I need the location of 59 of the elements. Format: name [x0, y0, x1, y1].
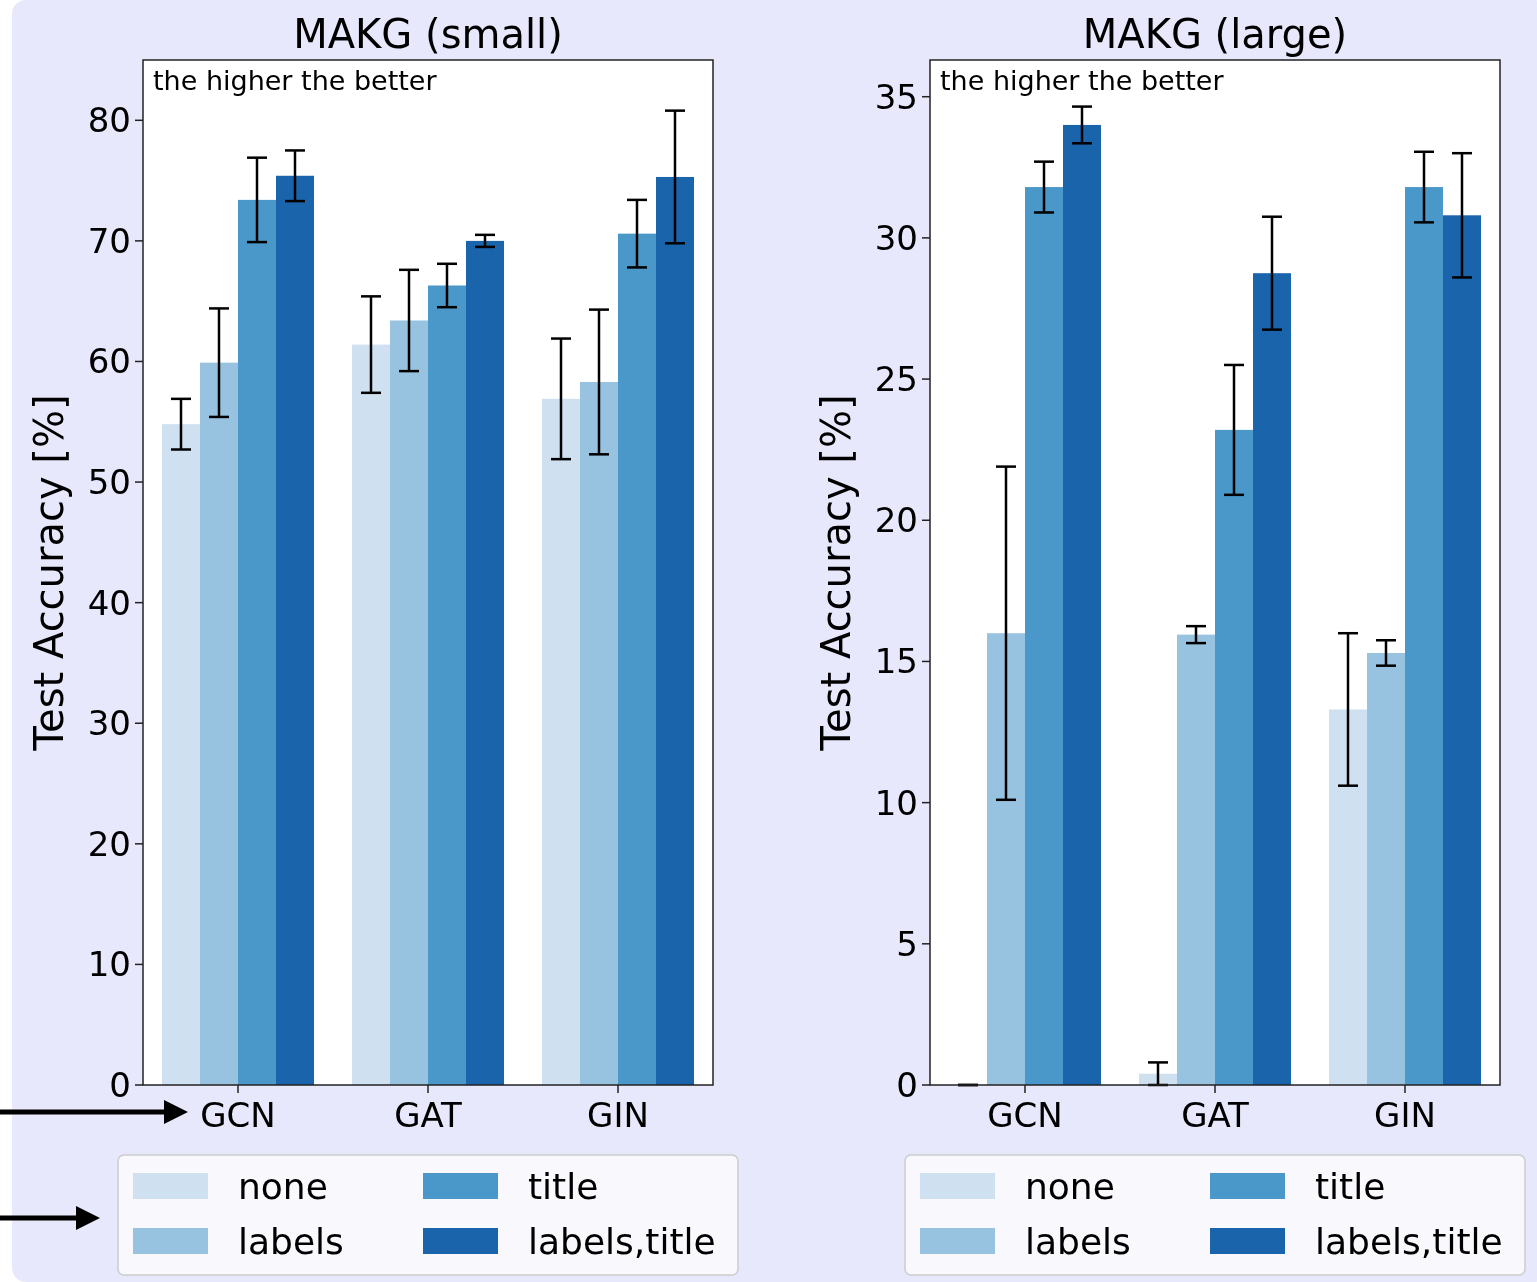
bar: [1025, 187, 1063, 1085]
y-tick-label: 30: [87, 703, 131, 744]
bar: [276, 175, 314, 1085]
bar: [1329, 709, 1367, 1085]
y-tick-label: 20: [874, 500, 918, 541]
bar: [618, 233, 656, 1085]
x-tick-label: GIN: [1374, 1095, 1436, 1135]
legend-label: labels: [238, 1220, 344, 1262]
y-axis-title: Test Accuracy [%]: [26, 394, 72, 752]
y-tick-label: 30: [874, 217, 918, 258]
y-tick-label: 5: [896, 923, 918, 964]
legend-label: labels: [1025, 1220, 1131, 1262]
y-tick-label: 15: [874, 641, 918, 682]
legend-label: title: [1315, 1165, 1386, 1207]
bar: [466, 240, 504, 1085]
bar: [390, 320, 428, 1085]
x-tick-label: GIN: [587, 1095, 649, 1135]
y-tick-label: 0: [109, 1064, 131, 1105]
x-tick-label: GCN: [200, 1095, 276, 1135]
bar: [352, 344, 390, 1085]
legend-label: none: [1025, 1165, 1115, 1207]
y-tick-label: 60: [87, 341, 131, 382]
bar: [1367, 652, 1405, 1085]
bar: [238, 199, 276, 1085]
y-tick-label: 40: [87, 582, 131, 623]
bar: [656, 176, 694, 1085]
bar: [580, 381, 618, 1085]
annotation: the higher the better: [940, 65, 1225, 96]
bar: [1405, 187, 1443, 1085]
y-tick-label: 10: [87, 944, 131, 985]
legend-label: labels,title: [1315, 1220, 1503, 1262]
bar: [1443, 215, 1481, 1085]
bar: [987, 633, 1025, 1085]
y-tick-label: 50: [87, 461, 131, 502]
x-tick-label: GCN: [987, 1095, 1063, 1135]
y-tick-label: 25: [874, 358, 918, 399]
legend-label: labels,title: [528, 1220, 716, 1262]
y-tick-label: 10: [874, 782, 918, 823]
legend-label: none: [238, 1165, 328, 1207]
y-axis-title: Test Accuracy [%]: [813, 394, 859, 752]
bar: [1177, 634, 1215, 1085]
bar: [162, 424, 200, 1085]
x-tick-label: GAT: [394, 1095, 463, 1135]
bar: [1215, 429, 1253, 1085]
bar: [428, 285, 466, 1085]
bar: [542, 398, 580, 1085]
y-tick-label: 0: [896, 1064, 918, 1105]
y-tick-label: 35: [874, 76, 918, 117]
y-tick-label: 80: [87, 100, 131, 141]
bar: [1063, 124, 1101, 1085]
bar: [1253, 273, 1291, 1085]
chart-title: MAKG (large): [1082, 11, 1348, 57]
y-tick-label: 20: [87, 823, 131, 864]
bar: [200, 362, 238, 1085]
annotation: the higher the better: [153, 65, 438, 96]
legend-label: title: [528, 1165, 599, 1207]
y-tick-label: 70: [87, 220, 131, 261]
x-tick-label: GAT: [1181, 1095, 1250, 1135]
chart-title: MAKG (small): [293, 11, 563, 57]
